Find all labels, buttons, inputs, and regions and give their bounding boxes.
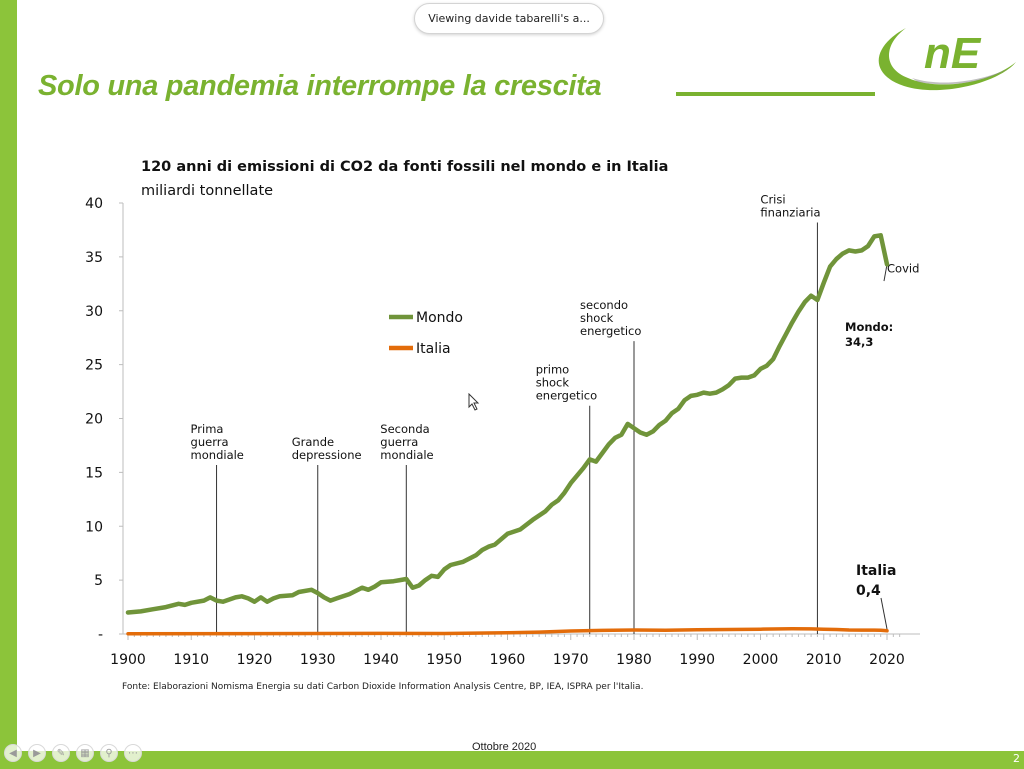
logo-text: nE bbox=[924, 29, 982, 78]
zoom-icon[interactable]: ⚲ bbox=[100, 744, 118, 762]
covid-leader-line bbox=[883, 264, 888, 282]
x-tick-label: 1930 bbox=[300, 652, 336, 668]
event-label: Crisi bbox=[760, 193, 785, 207]
event-markers: PrimaguerramondialeGrandedepressioneSeco… bbox=[191, 193, 919, 634]
event-label: Seconda bbox=[380, 422, 429, 436]
series-lines bbox=[125, 233, 890, 636]
event-label: Covid bbox=[887, 262, 919, 276]
y-axis: - 5 10 15 20 25 30 35 40 bbox=[85, 196, 124, 643]
chart-title: 120 anni di emissioni di CO2 da fonti fo… bbox=[141, 159, 668, 175]
italia-end-label: Italia bbox=[856, 563, 896, 579]
x-tick-label: 2000 bbox=[743, 652, 779, 668]
y-tick-label: 5 bbox=[94, 573, 103, 589]
more-options-icon[interactable]: ⋯ bbox=[124, 744, 142, 762]
next-slide-icon[interactable]: ▶ bbox=[28, 744, 46, 762]
mondo-end-label: Mondo: bbox=[845, 320, 893, 334]
event-label: guerra bbox=[380, 435, 418, 449]
event-label: guerra bbox=[191, 435, 229, 449]
series-line-italia bbox=[126, 627, 889, 636]
chart-source: Fonte: Elaborazioni Nomisma Energia su d… bbox=[122, 682, 643, 692]
left-accent-bar bbox=[0, 0, 17, 769]
y-tick-label: 35 bbox=[85, 250, 103, 266]
end-annotations: Mondo:34,3 Italia 0,4 bbox=[845, 320, 896, 630]
title-underline bbox=[676, 92, 875, 96]
x-tick-label: 1970 bbox=[553, 652, 589, 668]
legend-label-mondo: Mondo bbox=[416, 310, 463, 326]
slide-title: Solo una pandemia interrompe la crescita bbox=[38, 70, 602, 102]
event-label: Prima bbox=[191, 422, 224, 436]
event-label: energetico bbox=[536, 389, 597, 403]
event-label: depressione bbox=[292, 448, 362, 462]
x-tick-label: 1960 bbox=[490, 652, 526, 668]
event-label: secondo bbox=[580, 298, 628, 312]
event-label: energetico bbox=[580, 324, 641, 338]
x-tick-label: 1910 bbox=[173, 652, 209, 668]
x-tick-label: 1900 bbox=[110, 652, 146, 668]
x-tick-label: 1940 bbox=[363, 652, 399, 668]
y-tick-label: 15 bbox=[85, 465, 103, 481]
x-tick-label: 1990 bbox=[679, 652, 715, 668]
y-tick-label: 25 bbox=[85, 358, 103, 374]
y-tick-label: - bbox=[98, 627, 103, 643]
event-label: Grande bbox=[292, 435, 334, 449]
x-tick-label: 1950 bbox=[426, 652, 462, 668]
footer-date: Ottobre 2020 bbox=[472, 741, 537, 753]
bottom-accent-bar bbox=[0, 751, 1024, 769]
event-label: finanziaria bbox=[760, 206, 820, 220]
event-label: shock bbox=[580, 311, 614, 325]
event-label: mondiale bbox=[380, 448, 433, 462]
series-line-mondo bbox=[125, 233, 890, 615]
x-axis: 1900 1910 1920 1930 1940 1950 1960 1970 1980 1990… bbox=[110, 633, 920, 668]
italia-end-value: 0,4 bbox=[856, 583, 881, 599]
chart-subtitle: miliardi tonnellate bbox=[141, 183, 273, 199]
x-tick-label: 2020 bbox=[869, 652, 905, 668]
mondo-end-value: 34,3 bbox=[845, 335, 873, 349]
pen-icon[interactable]: ✎ bbox=[52, 744, 70, 762]
mouse-cursor-icon bbox=[468, 393, 480, 411]
page-number: 2 bbox=[1013, 752, 1020, 765]
ne-logo: nE bbox=[878, 28, 1016, 91]
italia-leader-line bbox=[880, 597, 888, 630]
event-label: primo bbox=[536, 363, 569, 377]
slideshow-toolbar: ◀ ▶ ✎ ▦ ⚲ ⋯ bbox=[4, 744, 142, 762]
previous-slide-icon[interactable]: ◀ bbox=[4, 744, 22, 762]
x-tick-label: 1920 bbox=[237, 652, 273, 668]
y-tick-label: 20 bbox=[85, 412, 103, 428]
legend: Mondo Italia bbox=[389, 310, 463, 357]
event-label: mondiale bbox=[191, 448, 244, 462]
slides-grid-icon[interactable]: ▦ bbox=[76, 744, 94, 762]
y-tick-label: 30 bbox=[85, 304, 103, 320]
event-label: shock bbox=[536, 376, 570, 390]
y-tick-label: 10 bbox=[85, 519, 103, 535]
x-tick-label: 2010 bbox=[806, 652, 842, 668]
legend-label-italia: Italia bbox=[416, 341, 451, 357]
x-tick-label: 1980 bbox=[616, 652, 652, 668]
viewing-banner[interactable]: Viewing davide tabarelli's a... bbox=[414, 3, 604, 34]
y-tick-label: 40 bbox=[85, 196, 103, 212]
